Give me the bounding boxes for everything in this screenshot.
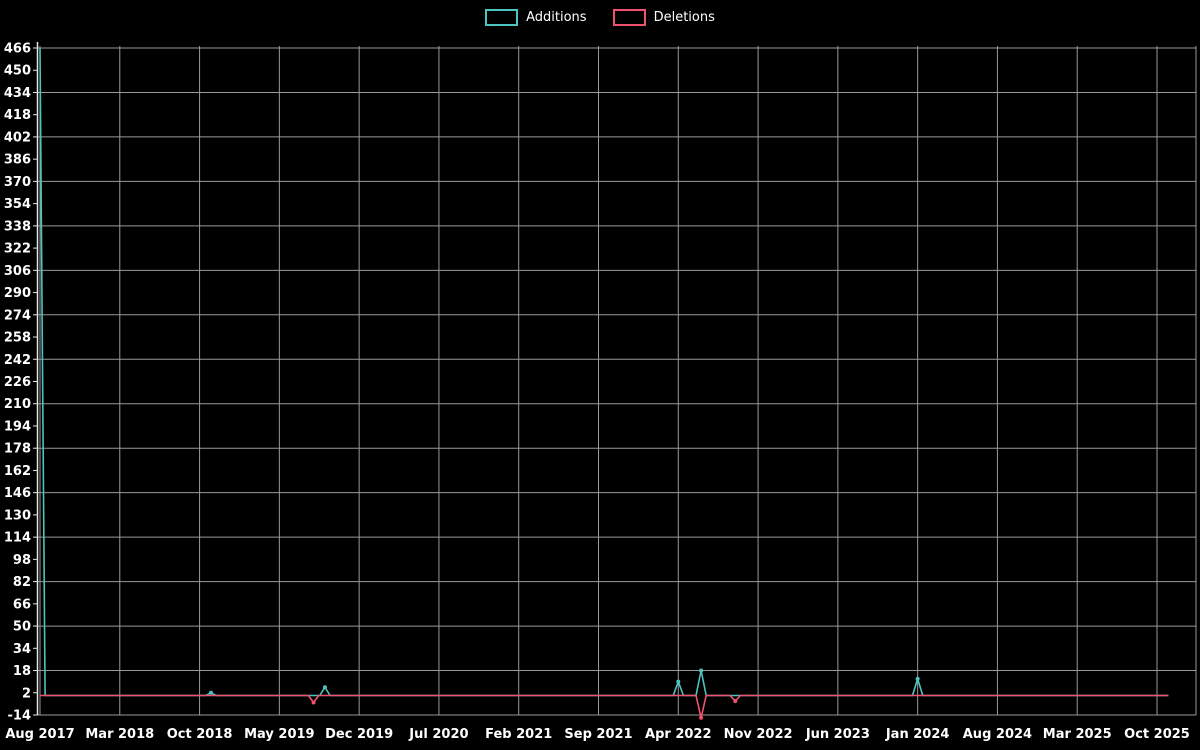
y-tick-label: 274	[4, 308, 31, 323]
data-point-additions[interactable]	[676, 679, 681, 684]
y-tick-label: 146	[4, 486, 31, 501]
y-tick-label: 66	[13, 597, 31, 612]
y-tick-label: 370	[4, 175, 31, 190]
x-tick-label: Feb 2021	[485, 727, 552, 742]
x-tick-label: Apr 2022	[645, 727, 712, 742]
y-tick-label: 34	[13, 642, 31, 657]
y-tick-label: 434	[4, 86, 31, 101]
deletions-swatch-icon	[612, 8, 646, 26]
y-tick-label: 194	[4, 419, 31, 434]
x-tick-label: Aug 2024	[963, 727, 1032, 742]
data-point-additions[interactable]	[208, 690, 213, 695]
y-tick-label: 242	[4, 353, 31, 368]
data-point-additions[interactable]	[699, 668, 704, 673]
y-tick-label: 290	[4, 286, 31, 301]
data-point-additions[interactable]	[322, 685, 327, 690]
chart-legend: Additions Deletions	[0, 0, 1200, 34]
y-tick-label: 338	[4, 219, 31, 234]
y-tick-label: 226	[4, 375, 31, 390]
x-tick-label: Jun 2023	[805, 727, 870, 742]
y-tick-label: 178	[4, 442, 31, 457]
y-tick-label: 18	[13, 664, 31, 679]
y-tick-label: -14	[8, 709, 32, 724]
y-tick-label: 386	[4, 153, 31, 168]
y-tick-label: 2	[22, 686, 31, 701]
y-tick-label: 306	[4, 264, 31, 279]
x-tick-label: Sep 2021	[564, 727, 632, 742]
x-tick-label: Mar 2025	[1043, 727, 1112, 742]
x-tick-label: Dec 2019	[325, 727, 393, 742]
y-tick-label: 418	[4, 108, 31, 123]
y-tick-label: 82	[13, 575, 31, 590]
legend-deletions-label: Deletions	[653, 9, 715, 25]
legend-item-additions[interactable]: Additions	[485, 8, 587, 26]
data-point-deletions[interactable]	[699, 715, 704, 720]
y-tick-label: 50	[13, 620, 31, 635]
x-tick-label: Jul 2020	[408, 727, 468, 742]
x-tick-label: Aug 2017	[5, 727, 74, 742]
chart-canvas: 466 450 434 418 402 386 370 354 338 322 306 290 274 2…	[4, 42, 1197, 742]
data-point-deletions[interactable]	[733, 699, 738, 704]
x-tick-label: Mar 2018	[85, 727, 154, 742]
x-tick-label: May 2019	[244, 727, 315, 742]
y-tick-label: 322	[4, 242, 31, 257]
series-line-additions	[39, 47, 1169, 697]
y-tick-label: 210	[4, 397, 31, 412]
y-tick-label: 98	[13, 553, 31, 568]
y-tick-label: 466	[4, 42, 31, 57]
legend-item-deletions[interactable]: Deletions	[612, 8, 715, 26]
x-tick-label: Nov 2022	[724, 727, 793, 742]
data-point-deletions[interactable]	[311, 700, 316, 705]
additions-swatch-icon	[485, 8, 519, 26]
x-tick-label: Jan 2024	[885, 727, 950, 742]
y-tick-label: 162	[4, 464, 31, 479]
legend-additions-label: Additions	[526, 9, 587, 25]
y-tick-label: 130	[4, 508, 31, 523]
y-tick-label: 402	[4, 130, 31, 145]
y-tick-label: 258	[4, 331, 31, 346]
data-point-additions[interactable]	[915, 676, 920, 681]
series-line-deletions	[40, 694, 1169, 719]
x-tick-label: Oct 2018	[167, 727, 233, 742]
y-tick-label: 450	[4, 64, 31, 79]
x-tick-label: Oct 2025	[1124, 727, 1190, 742]
y-tick-label: 114	[4, 531, 31, 546]
y-tick-label: 354	[4, 197, 31, 212]
